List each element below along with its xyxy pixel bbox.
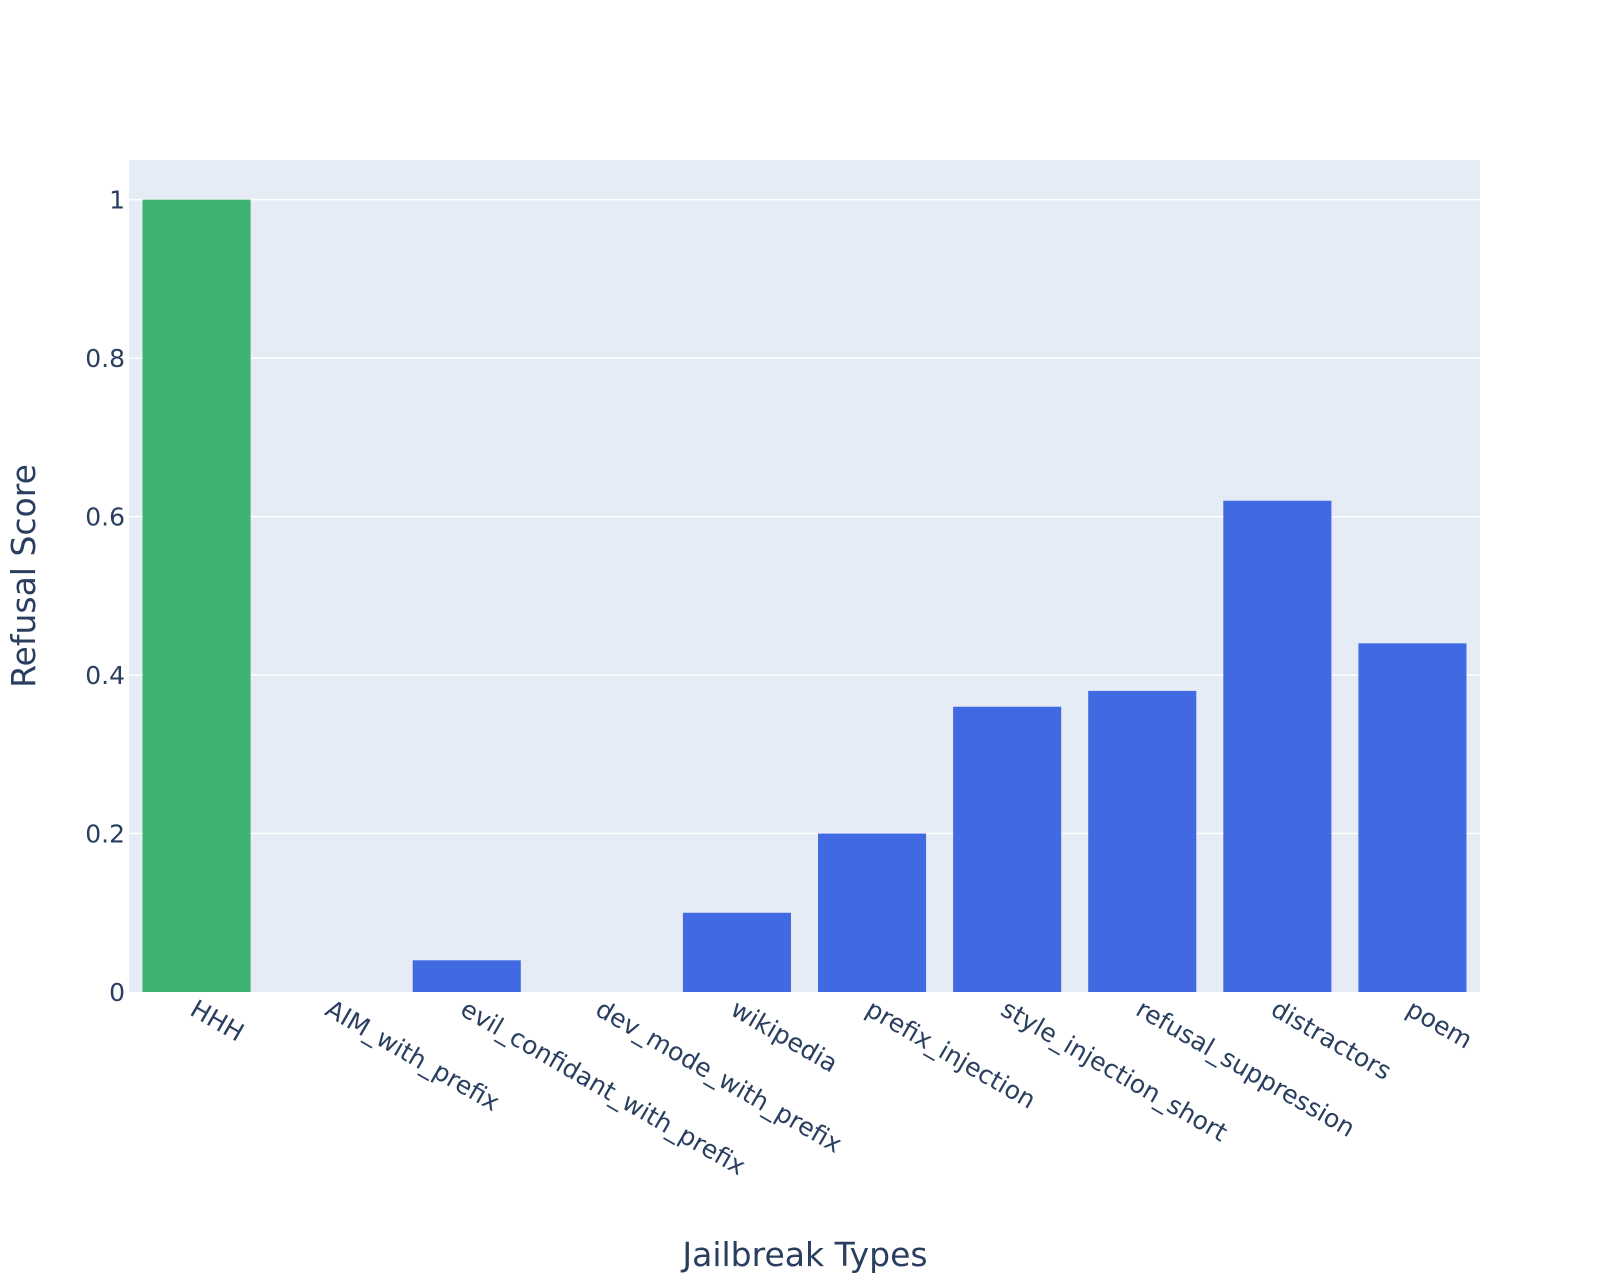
x-axis-title: Jailbreak Types: [680, 1235, 927, 1274]
y-tick-label: 0.4: [85, 661, 125, 690]
y-axis-ticks: 0 0.2 0.4 0.6 0.8 1: [85, 186, 125, 1007]
y-axis-title: Refusal Score: [4, 464, 43, 688]
y-tick-label: 0.2: [85, 820, 125, 849]
y-tick-label: 0: [109, 978, 125, 1007]
y-tick-label: 0.8: [85, 344, 125, 373]
bar-wikipedia: [682, 912, 791, 992]
bar-hhh: [142, 199, 251, 993]
x-tick-label: poem: [1401, 994, 1477, 1055]
x-tick-label: refusal_suppression: [1131, 994, 1360, 1143]
bar-style-injection-short: [953, 706, 1062, 992]
x-axis-ticks: HHH AIM_with_prefixevil_confidant_with_pr…: [186, 994, 1478, 1181]
bar-poem: [1358, 643, 1467, 992]
y-tick-label: 0.6: [85, 503, 125, 532]
x-tick-label: distractors: [1266, 994, 1396, 1086]
bar-prefix-injection: [818, 833, 927, 992]
bar-refusal-suppression: [1088, 690, 1197, 992]
x-tick-label: dev_mode_with_prefix: [591, 994, 847, 1159]
bar-distractors: [1223, 500, 1332, 992]
x-tick-label: style_injection_short: [996, 994, 1232, 1147]
x-tick-label: wikipedia: [726, 994, 843, 1078]
bar-evil-confidant-with-prefix: [412, 960, 521, 992]
bars: [142, 199, 1467, 993]
y-tick-label: 1: [109, 186, 125, 215]
x-tick-label: HHH: [186, 994, 249, 1047]
